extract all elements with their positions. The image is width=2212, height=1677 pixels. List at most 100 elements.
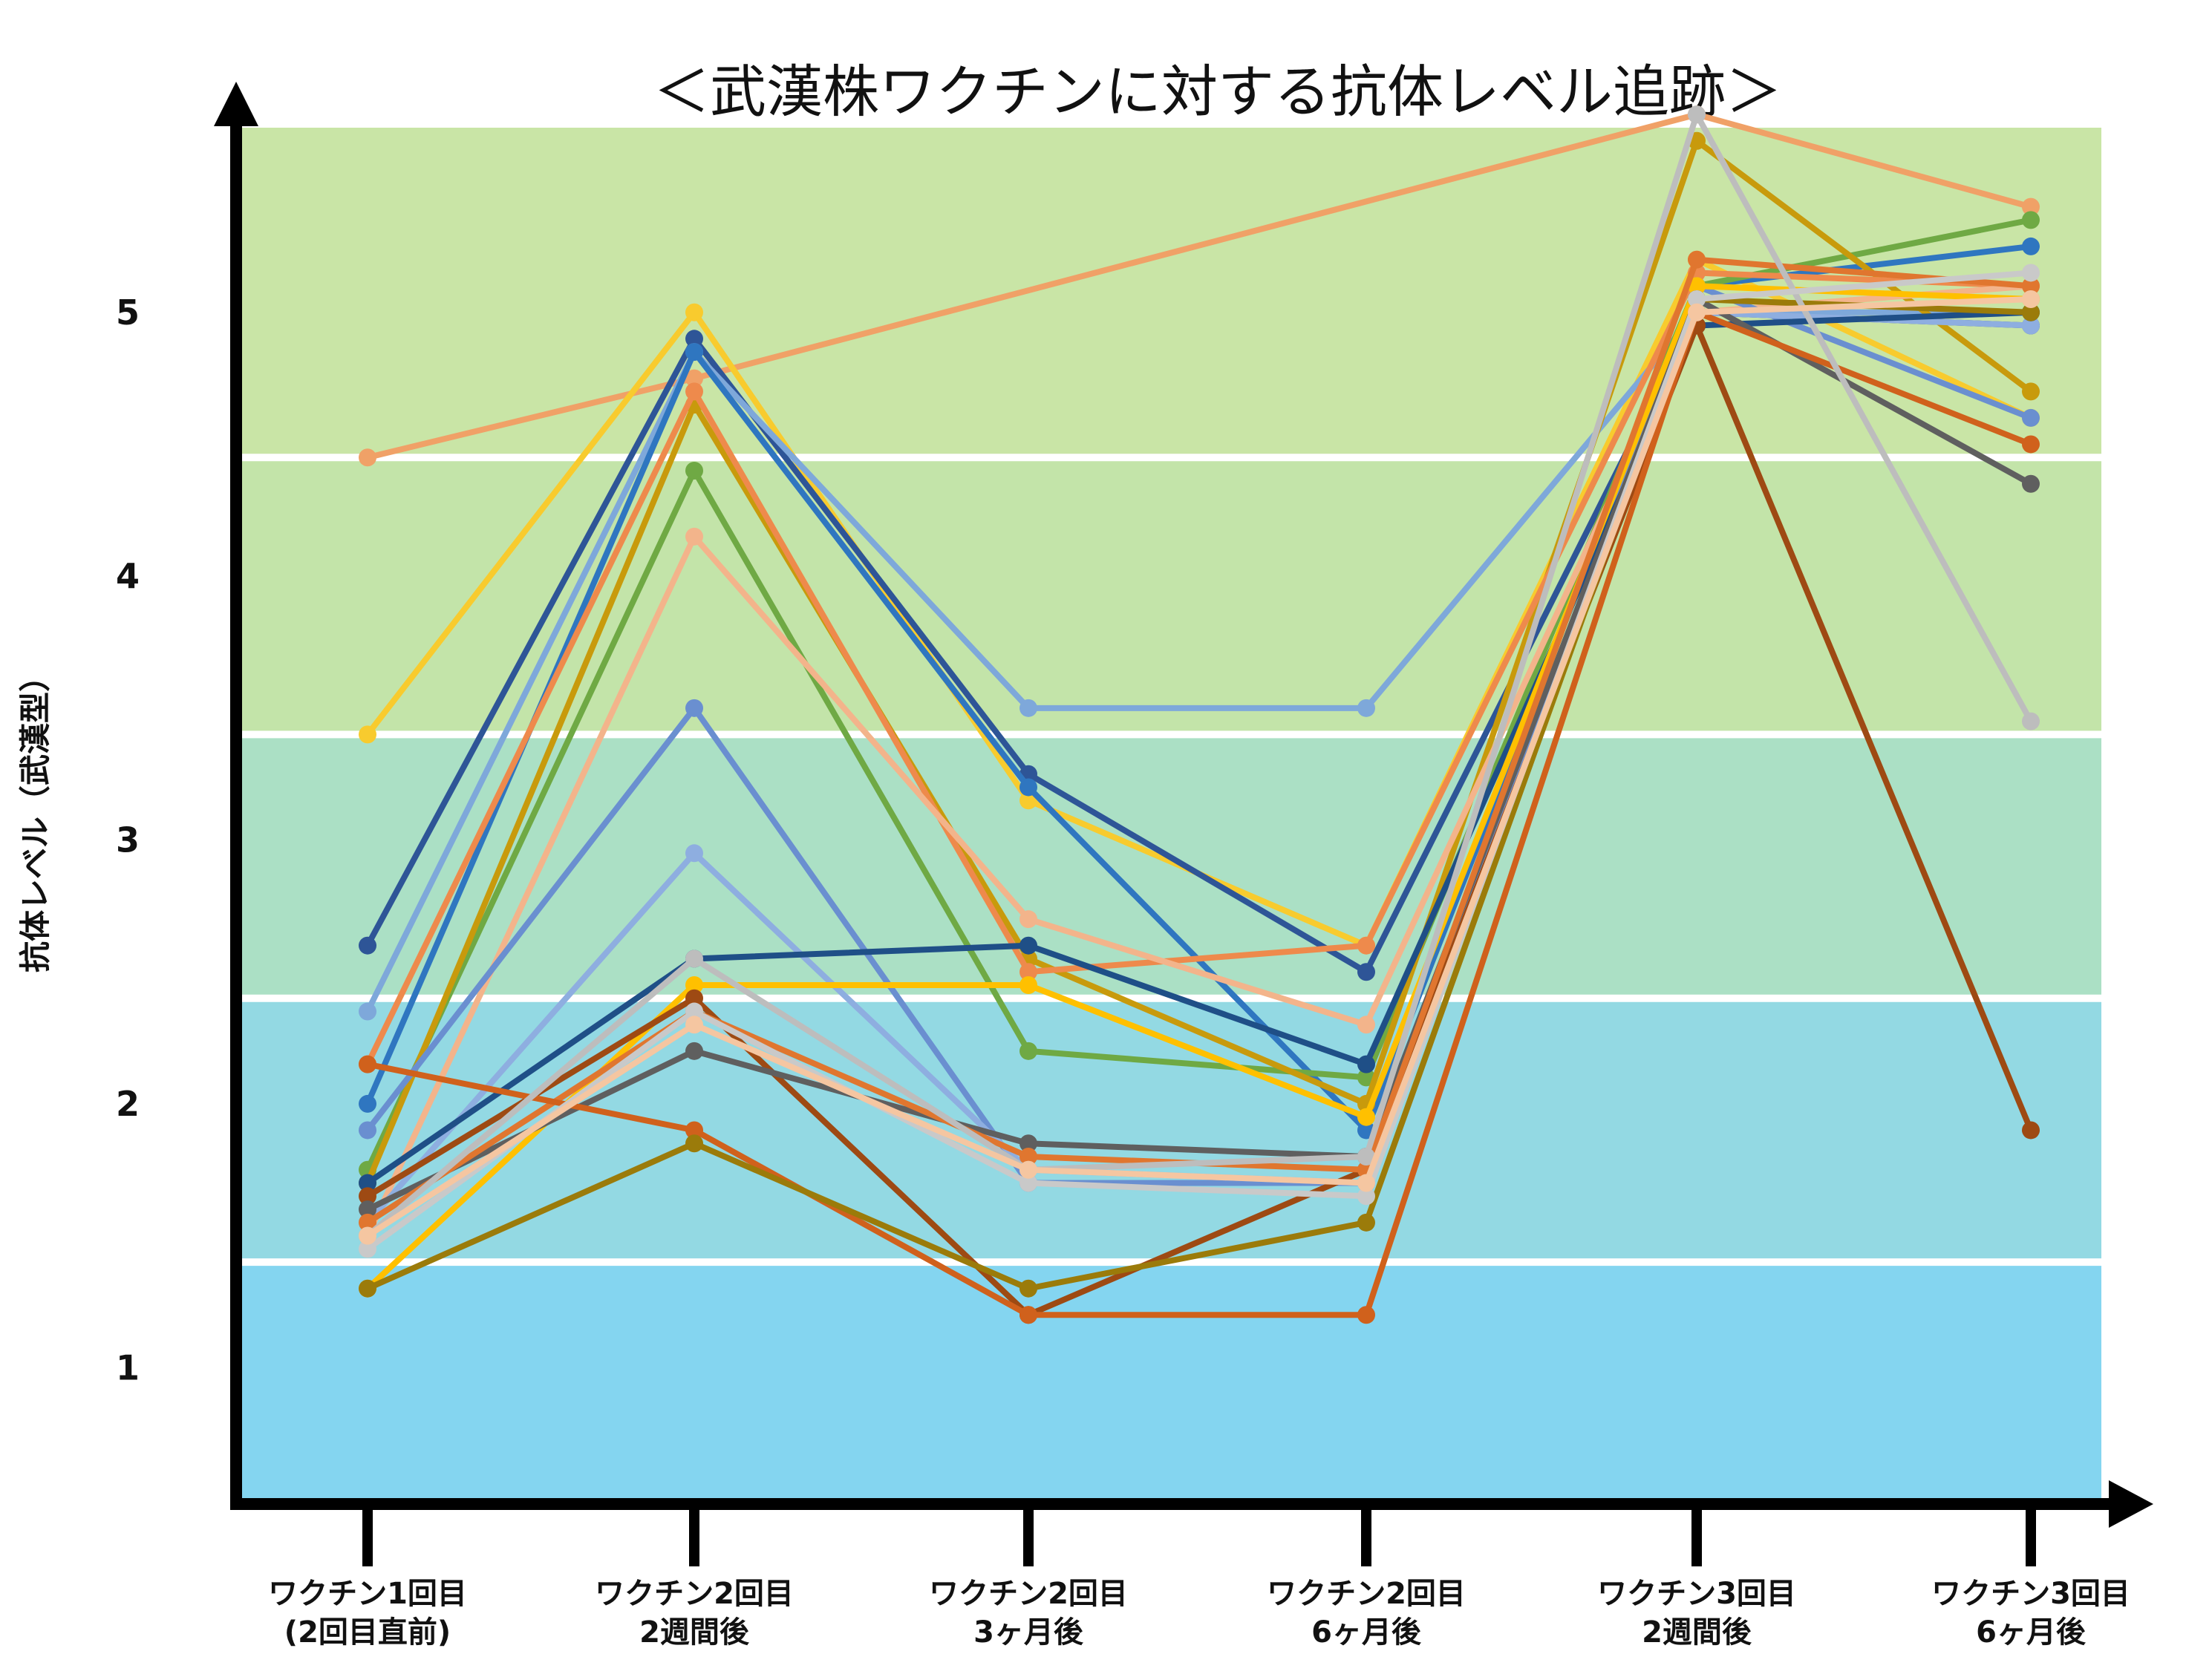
point-s17-2 [685, 1121, 703, 1140]
point-s6-2 [685, 462, 703, 480]
point-s21-6 [2022, 290, 2040, 308]
series-line-s14 [365, 322, 2034, 1318]
y-tick-label-4: 4 [116, 556, 140, 596]
point-s15-1 [359, 1200, 376, 1219]
point-s17-1 [359, 1055, 376, 1073]
point-s20-6 [2022, 264, 2040, 282]
chart-title: ＜武漢株ワクチンに対する抗体レベル追跡＞ [653, 59, 1782, 125]
point-s10-1 [359, 1121, 376, 1140]
x-tick-label-6-line1: ワクチン3回目 [1931, 1577, 2130, 1611]
point-s1-1 [359, 448, 376, 467]
y-axis-arrow [214, 82, 258, 126]
axes [214, 82, 2153, 1566]
point-s12-4 [1357, 1055, 1375, 1073]
data-series [359, 105, 2040, 1324]
y-tick-label-1: 1 [116, 1347, 140, 1387]
point-s13-5 [1688, 277, 1706, 295]
point-s20-5 [1688, 290, 1706, 308]
point-s21-5 [1688, 303, 1706, 321]
point-s4-3 [1019, 699, 1037, 717]
point-s3-1 [359, 936, 376, 955]
point-s9-2 [685, 527, 703, 546]
series-s21 [359, 290, 2040, 1245]
point-s6-6 [2022, 211, 2040, 229]
point-s7-6 [2022, 382, 2040, 401]
y-tick-label-2: 2 [116, 1084, 140, 1124]
point-s18-4 [1357, 1213, 1375, 1232]
point-s19-4 [1357, 1148, 1375, 1166]
series-line-s12 [365, 309, 2034, 1186]
series-s20 [359, 264, 2040, 1258]
point-s3-4 [1357, 963, 1375, 981]
x-axis-arrow [2109, 1480, 2153, 1528]
point-s3-2 [685, 330, 703, 348]
point-s16-5 [1688, 250, 1706, 269]
point-s5-3 [1019, 778, 1037, 797]
point-s12-1 [359, 1174, 376, 1192]
y-axis-label: 抗体レベル（武漢型） [17, 661, 53, 972]
point-s2-1 [359, 725, 376, 744]
point-s18-1 [359, 1279, 376, 1298]
point-s20-4 [1357, 1187, 1375, 1206]
point-s18-3 [1019, 1279, 1037, 1298]
point-s14-1 [359, 1187, 376, 1206]
point-s8-3 [1019, 963, 1037, 981]
point-s11-6 [2022, 316, 2040, 335]
x-tick-label-3-line1: ワクチン2回目 [929, 1577, 1128, 1611]
band-4 [236, 457, 2101, 735]
point-s1-6 [2022, 197, 2040, 216]
point-s17-6 [2022, 435, 2040, 454]
point-s18-6 [2022, 303, 2040, 321]
series-line-s17 [365, 309, 2034, 1318]
point-s8-2 [685, 382, 703, 401]
point-s10-2 [685, 699, 703, 717]
x-tick-label-1-line1: ワクチン1回目 [268, 1577, 467, 1611]
series-line-s7 [365, 137, 2034, 1186]
background-bands [236, 128, 2101, 1500]
y-tick-label-3: 3 [116, 820, 140, 860]
point-s4-1 [359, 1002, 376, 1021]
x-tick-label-5-line1: ワクチン3回目 [1597, 1577, 1796, 1611]
point-s21-2 [685, 1016, 703, 1034]
point-s19-6 [2022, 712, 2040, 730]
series-line-s18 [365, 296, 2034, 1292]
point-s20-2 [685, 1002, 703, 1021]
point-s21-1 [359, 1226, 376, 1245]
point-s11-2 [685, 844, 703, 863]
point-s19-5 [1688, 105, 1706, 124]
point-s5-6 [2022, 237, 2040, 255]
band-1 [236, 1262, 2101, 1500]
point-s4-4 [1357, 699, 1375, 717]
point-s13-3 [1019, 976, 1037, 994]
x-tick-label-6-line2: 6ヶ月後 [1976, 1615, 2087, 1650]
point-s21-4 [1357, 1174, 1375, 1192]
x-tick-label-3-line2: 3ヶ月後 [973, 1615, 1084, 1650]
point-s12-3 [1019, 936, 1037, 955]
x-tick-label-2-line1: ワクチン2回目 [595, 1577, 794, 1611]
x-tick-label-2-line2: 2週間後 [639, 1615, 750, 1650]
point-s16-3 [1019, 1148, 1037, 1166]
x-tick-label-4-line2: 6ヶ月後 [1311, 1615, 1422, 1650]
point-s1-2 [685, 369, 703, 388]
point-s2-2 [685, 303, 703, 321]
point-s13-2 [685, 976, 703, 994]
point-s5-2 [685, 343, 703, 362]
point-s5-1 [359, 1094, 376, 1113]
x-tick-label-1-line2: (2回目直前) [284, 1615, 451, 1650]
point-s8-4 [1357, 936, 1375, 955]
series-line-s13 [365, 283, 2034, 1292]
series-line-s8 [365, 269, 2034, 1068]
band-3 [236, 734, 2101, 998]
series-s18 [359, 290, 2040, 1298]
point-s13-4 [1357, 1108, 1375, 1126]
point-s16-6 [2022, 277, 2040, 295]
x-tick-label-5-line2: 2週間後 [1642, 1615, 1752, 1650]
series-line-s19 [365, 111, 2034, 1239]
point-s9-4 [1357, 1016, 1375, 1034]
series-line-s20 [365, 269, 2034, 1252]
x-tick-label-4-line1: ワクチン2回目 [1267, 1577, 1466, 1611]
point-s15-6 [2022, 474, 2040, 493]
point-s15-3 [1019, 1134, 1037, 1153]
point-s15-2 [685, 1042, 703, 1060]
